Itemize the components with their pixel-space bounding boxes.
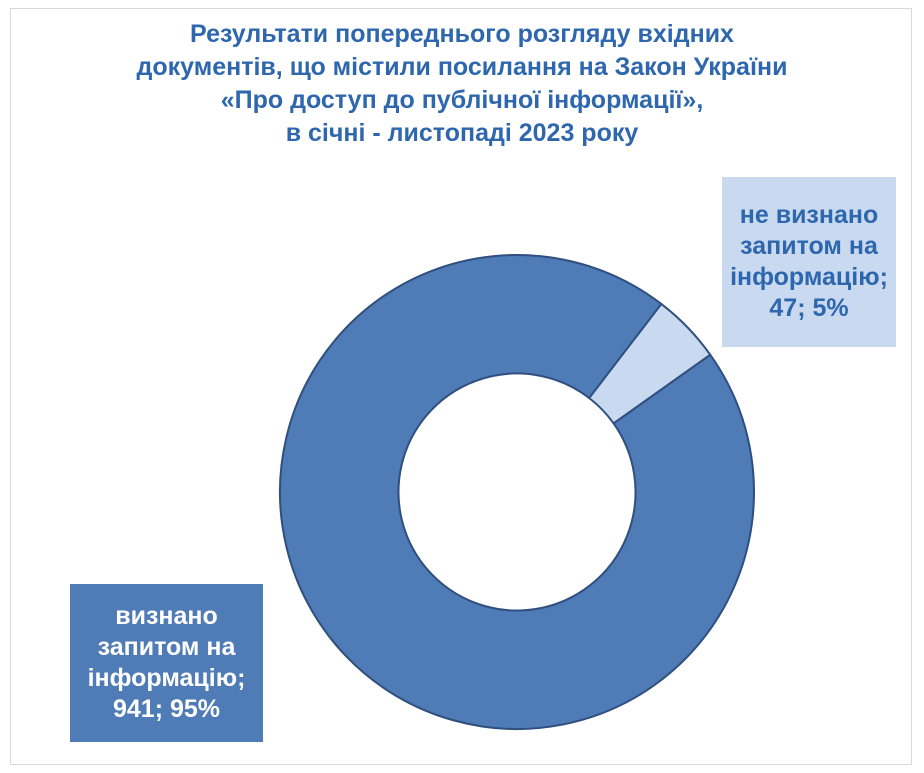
- chart-title-line: документів, що містили посилання на Зако…: [136, 53, 788, 81]
- data-label-line: 941; 95%: [112, 695, 221, 723]
- slice-recognized: [279, 254, 755, 730]
- data-label-not-recognized: не визнано запитом на інформацію; 47; 5%: [722, 177, 896, 347]
- chart-title-line: в січні - листопаді 2023 року: [285, 119, 639, 147]
- data-label-line: визнано: [115, 602, 218, 630]
- data-label-line: інформацію;: [730, 263, 888, 291]
- data-label-line: запитом на: [97, 633, 236, 661]
- chart-title-line: «Про доступ до публічної інформації»,: [220, 86, 704, 114]
- chart-title-line: Результати попереднього розгляду вхідних: [190, 20, 734, 48]
- data-label-line: запитом на: [740, 232, 878, 260]
- data-label-line: не визнано: [739, 201, 879, 229]
- data-label-line: інформацію;: [87, 664, 246, 692]
- data-label-line: 47; 5%: [769, 294, 849, 322]
- chart-title: Результати попереднього розгляду вхідних…: [60, 18, 864, 150]
- data-label-recognized: визнано запитом на інформацію; 941; 95%: [70, 584, 263, 742]
